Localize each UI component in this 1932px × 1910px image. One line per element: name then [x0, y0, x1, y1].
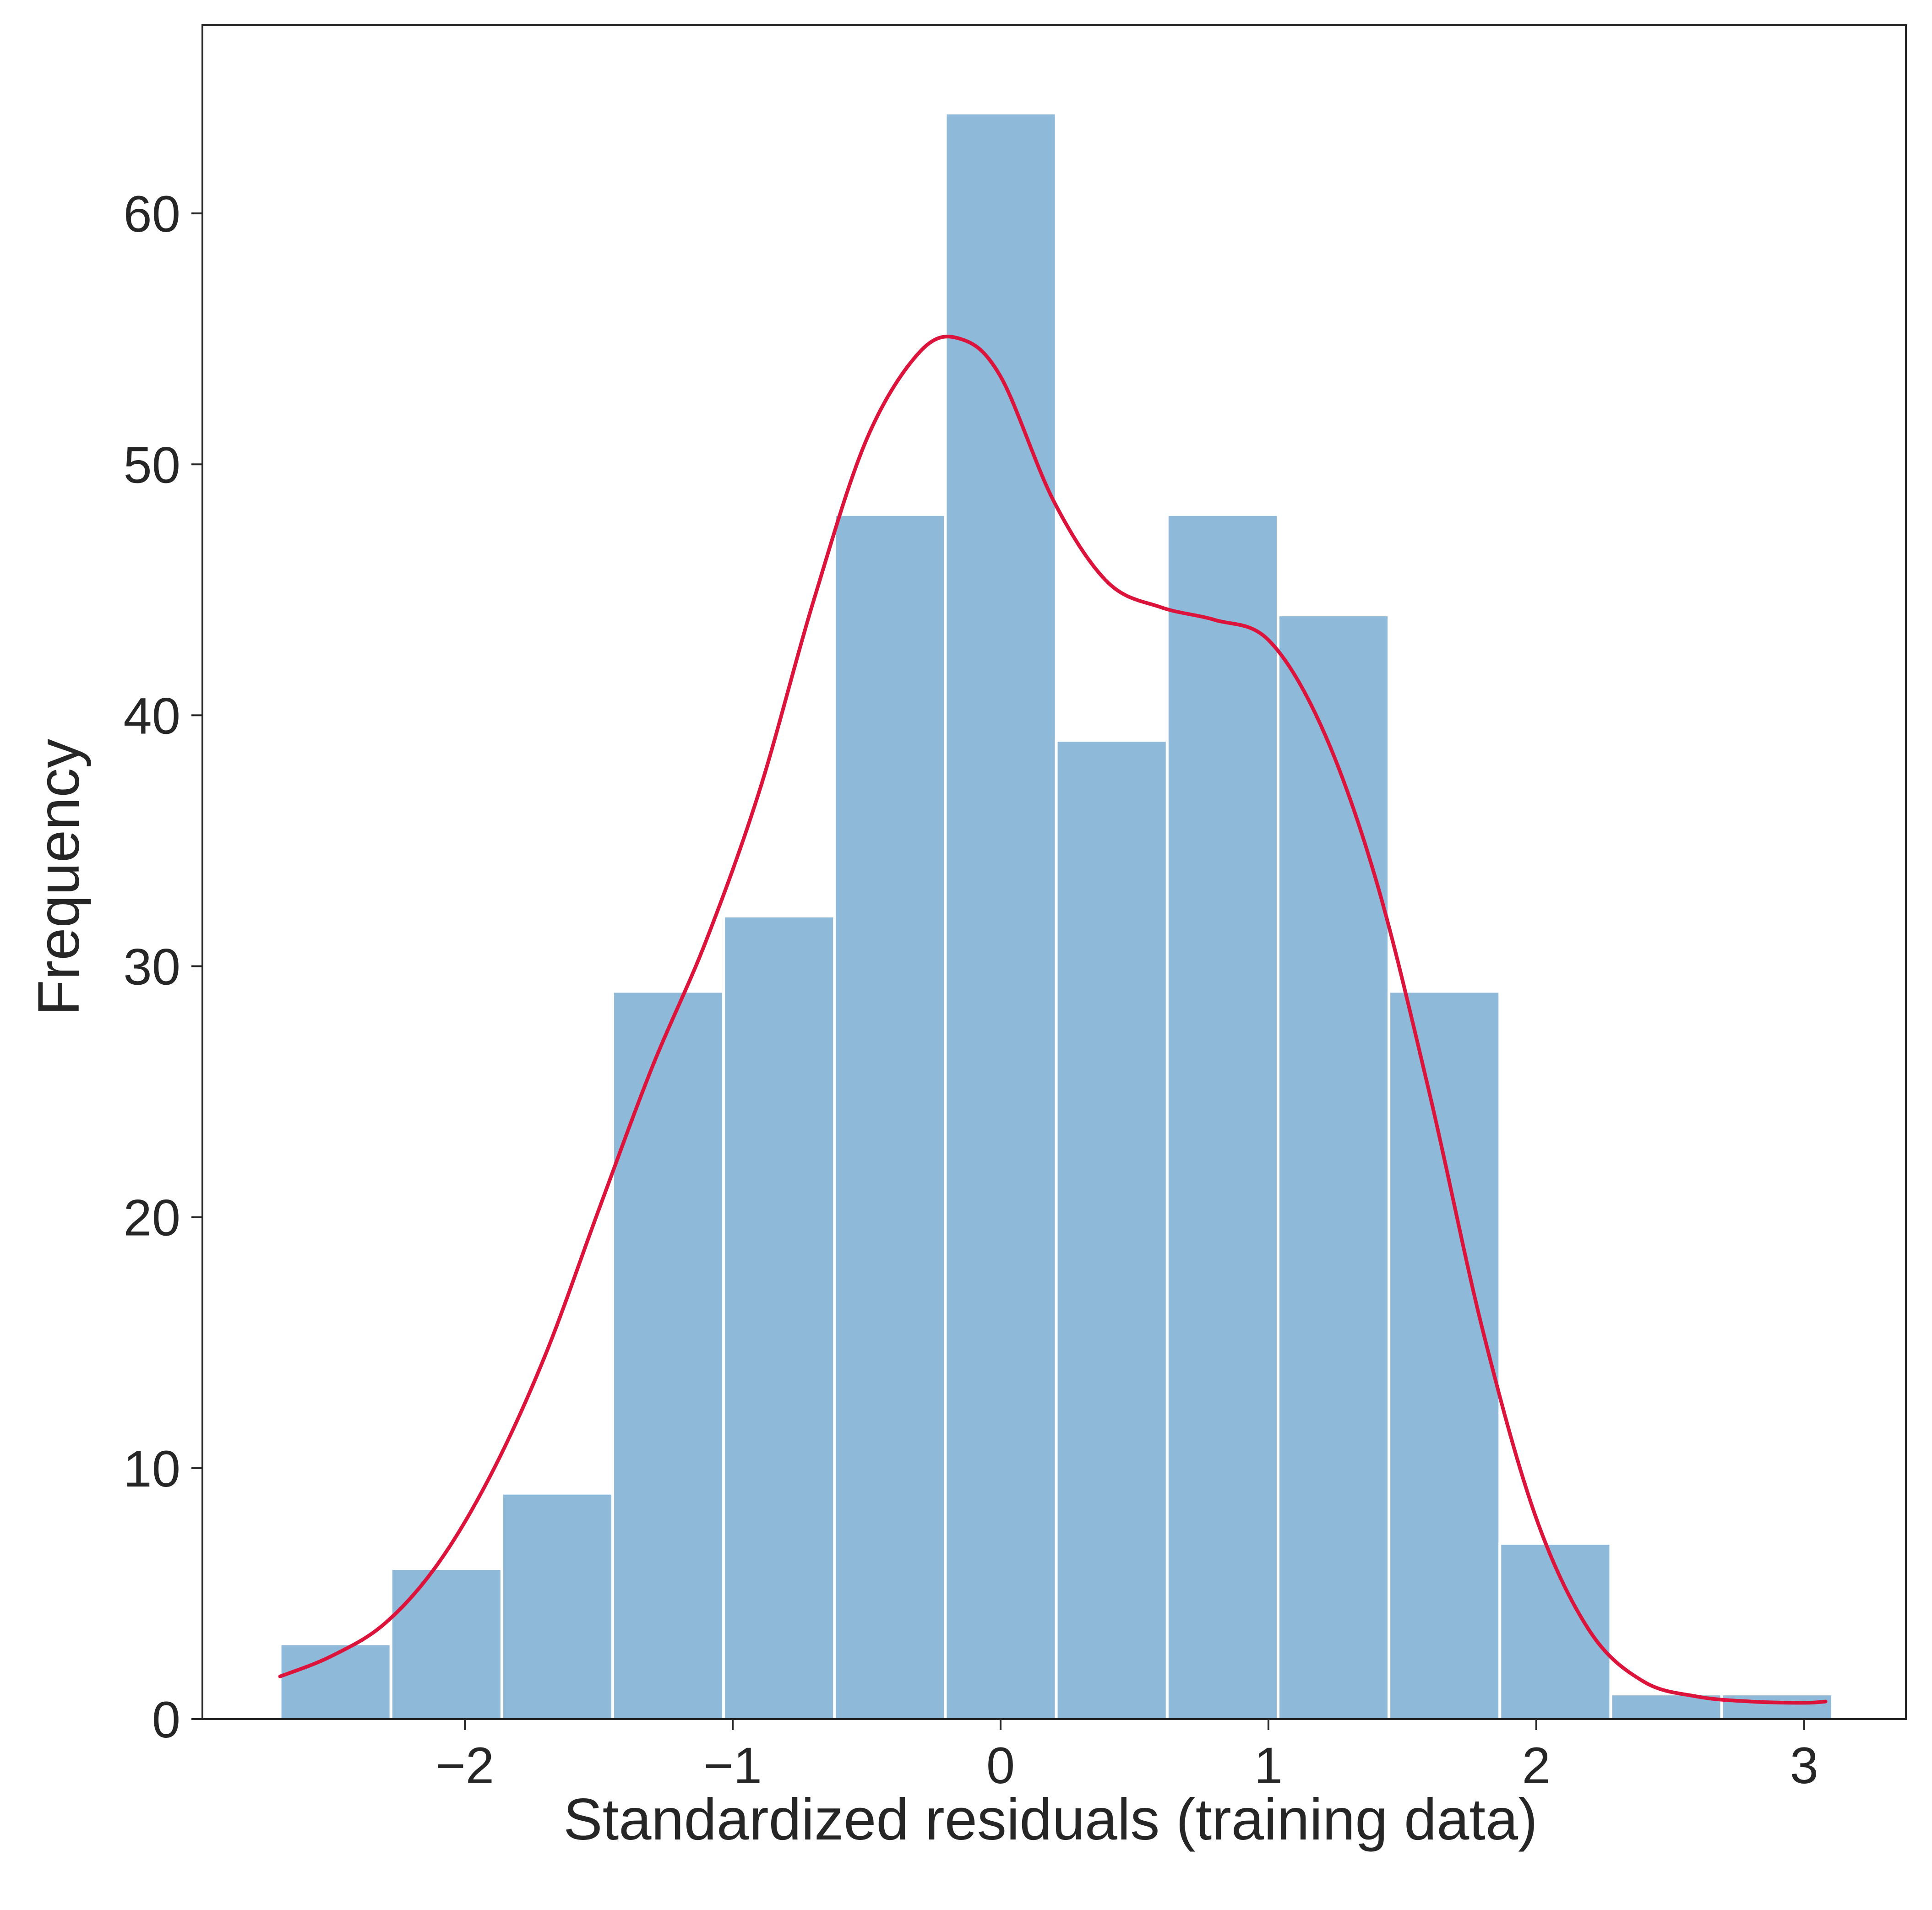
x-axis-title: Standardized residuals (training data) — [563, 1787, 1537, 1852]
x-axis-ticks: −2 −1 0 1 2 3 — [435, 1719, 1818, 1794]
histogram-bar-4 — [722, 914, 836, 1720]
y-axis-title: Frequency — [26, 739, 92, 1016]
histogram-bars — [278, 111, 1834, 1721]
y-tick-label: 60 — [123, 185, 180, 243]
y-tick-label: 50 — [123, 436, 180, 494]
histogram-bar-9 — [1276, 613, 1391, 1720]
histogram-bar-7 — [1055, 739, 1169, 1720]
histogram-bar-3 — [611, 990, 725, 1720]
histogram-bar-5 — [833, 513, 947, 1720]
histogram-bar-13 — [1720, 1693, 1834, 1721]
x-tick-label: 1 — [1254, 1737, 1283, 1794]
histogram-bar-0 — [278, 1642, 392, 1721]
x-tick-label: 3 — [1790, 1737, 1818, 1794]
histogram-bar-11 — [1498, 1542, 1612, 1721]
y-tick-label: 20 — [123, 1189, 180, 1247]
y-tick-label: 0 — [152, 1691, 180, 1748]
x-tick-label: 2 — [1522, 1737, 1551, 1794]
x-tick-label: 0 — [986, 1737, 1015, 1794]
y-tick-label: 30 — [123, 939, 180, 996]
y-axis-ticks: 0 10 20 30 40 50 60 — [123, 185, 202, 1748]
kde-curve — [278, 335, 1828, 1705]
histogram-bar-2 — [500, 1492, 615, 1721]
x-tick-label: −1 — [703, 1737, 762, 1794]
histogram-bar-6 — [944, 111, 1058, 1721]
histogram-bar-1 — [389, 1567, 503, 1720]
y-tick-label: 10 — [123, 1440, 180, 1498]
x-tick-label: −2 — [435, 1737, 494, 1794]
histogram-bar-10 — [1388, 990, 1502, 1720]
plot-area-frame — [201, 24, 1907, 1720]
y-tick-label: 40 — [123, 687, 180, 744]
histogram-bar-8 — [1165, 513, 1279, 1720]
